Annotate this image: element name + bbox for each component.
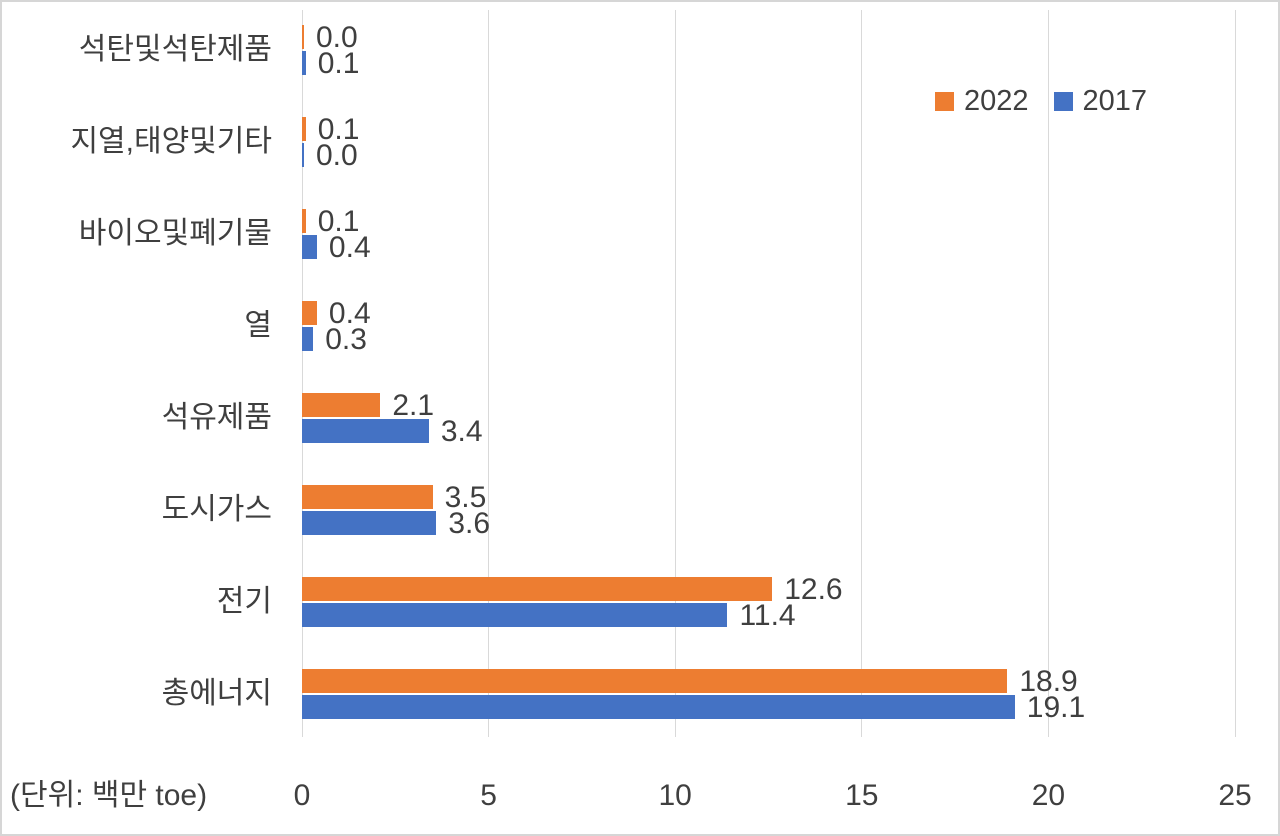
- value-label-2017: 19.1: [1026, 690, 1086, 724]
- gridline: [301, 10, 303, 737]
- x-axis-tick: 25: [1218, 779, 1252, 812]
- value-label-2022: 0.1: [317, 112, 360, 146]
- value-label-2017: 0.1: [317, 46, 360, 80]
- bar-2022: [302, 668, 1008, 693]
- category-label: 지열,태양및기타: [70, 124, 272, 158]
- value-label-2017: 11.4: [739, 598, 796, 632]
- value-label-2022: 2.1: [392, 388, 435, 422]
- bar-2022: [302, 24, 304, 49]
- category-label: 전기: [216, 584, 272, 618]
- legend-label-2017: 2017: [1082, 85, 1148, 117]
- gridline: [861, 10, 863, 737]
- x-axis-tick: 5: [480, 779, 497, 812]
- x-axis-tick: 0: [293, 779, 311, 812]
- bar-2022: [302, 392, 381, 417]
- value-label-2022: 18.9: [1019, 664, 1078, 698]
- value-label-2017: 3.4: [440, 414, 483, 448]
- legend-item-2022: 2022: [935, 85, 1029, 118]
- bar-2022: [302, 484, 433, 509]
- value-label-2017: 0.3: [325, 322, 367, 356]
- bar-2022: [302, 576, 773, 601]
- legend-label-2022: 2022: [964, 85, 1029, 117]
- legend-swatch-2017: [1053, 92, 1073, 111]
- gridline: [488, 10, 490, 737]
- value-label-2022: 0.4: [328, 296, 371, 330]
- bar-2017: [302, 602, 728, 627]
- category-label: 바이오및폐기물: [78, 216, 272, 250]
- bar-2017: [302, 234, 317, 259]
- bar-2017: [302, 50, 306, 75]
- category-label: 도시가스: [161, 492, 272, 526]
- bar-2017: [302, 694, 1015, 719]
- unit-label: (단위: 백만 toe): [10, 779, 208, 812]
- category-label: 석유제품: [161, 400, 272, 434]
- bar-2017: [302, 510, 437, 535]
- legend-swatch-2022: [935, 92, 954, 111]
- value-label-2017: 3.6: [448, 506, 491, 540]
- legend-item-2017: 2017: [1053, 85, 1148, 118]
- value-label-2022: 0.0: [316, 20, 358, 54]
- x-axis-tick: 15: [845, 779, 879, 812]
- gridline: [1047, 10, 1049, 737]
- gridline: [674, 10, 676, 737]
- bar-2017: [302, 142, 304, 167]
- gridline: [1234, 10, 1236, 737]
- x-axis-tick: 10: [658, 779, 692, 812]
- bar-2022: [302, 300, 317, 325]
- x-axis-tick: 20: [1031, 779, 1066, 812]
- category-label: 열: [244, 308, 272, 342]
- category-label: 총에너지: [161, 676, 272, 710]
- legend: 2022 2017: [935, 85, 1147, 118]
- bar-2022: [302, 116, 306, 141]
- category-label: 석탄및석탄제품: [78, 32, 272, 66]
- bar-2017: [302, 418, 429, 443]
- value-label-2017: 0.4: [328, 230, 371, 264]
- value-label-2022: 3.5: [444, 480, 487, 514]
- value-label-2022: 12.6: [784, 572, 843, 606]
- bar-2022: [302, 208, 306, 233]
- value-label-2022: 0.1: [317, 204, 360, 238]
- value-label-2017: 0.0: [316, 138, 358, 172]
- bar-2017: [302, 326, 314, 351]
